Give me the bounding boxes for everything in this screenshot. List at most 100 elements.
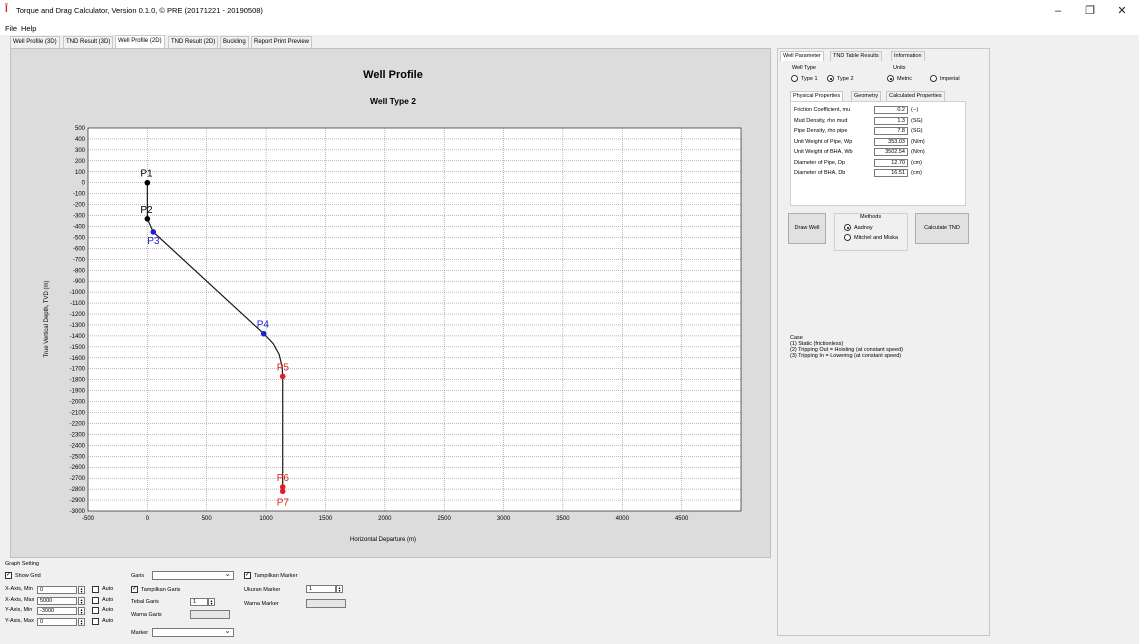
close-button[interactable]: ✕ [1117,5,1127,17]
menu-file[interactable]: File [5,24,18,33]
prop-value-input[interactable]: 3502.54 [874,148,908,156]
y-tick-label: -500 [73,235,86,241]
tab-tnd-table-results[interactable]: TND Table Results [830,51,882,61]
prop-unit: (SG) [911,117,923,124]
calculate-tnd-button[interactable]: Calculate TND [915,213,969,244]
y-tick-label: 200 [75,159,86,165]
tab-tnd-result-3d[interactable]: TND Result (3D) [63,36,114,48]
prop-unit: (--) [911,107,919,113]
tab-tnd-result-2d[interactable]: TND Result (2D) [168,36,219,48]
chart-subtitle: Well Type 2 [370,96,416,106]
tab-well-profile-3d[interactable]: Well Profile (3D) [10,36,60,48]
ukuran-marker-spinner[interactable]: ▴ ▾ [336,585,343,593]
point-label-p3: P3 [147,236,160,247]
prop-value-input[interactable]: 16.51 [874,169,908,177]
draw-well-button[interactable]: Draw Well [788,213,826,244]
metric-radio[interactable] [887,75,894,82]
type2-radio[interactable] [827,75,834,82]
well-type-label: Well Type [792,65,816,71]
warna-marker-swatch[interactable] [306,599,346,608]
subtab-geometry[interactable]: Geometry [851,91,882,101]
tab-buckling[interactable]: Buckling [220,36,249,48]
axis-row-spinner[interactable]: ▴ ▾ [78,586,85,594]
axis-row-auto-checkbox[interactable] [92,607,99,614]
point-label-p1: P1 [140,169,153,180]
tampilkan-marker-checkbox[interactable]: ✓ [244,572,251,579]
window-title: Torque and Drag Calculator, Version 0.1.… [16,6,263,15]
marker-label: Marker [131,630,149,636]
garis-select[interactable] [152,569,234,580]
y-tick-label: -1100 [70,301,86,307]
prop-value-input[interactable]: 12.70 [874,158,908,167]
axis-row-input[interactable]: 0 [37,617,77,626]
ukuran-marker-input[interactable]: 1 [306,585,336,593]
x-tick-label: 4000 [616,516,630,522]
y-tick-label: -1200 [70,312,86,318]
point-label-p6: P6 [277,473,290,484]
well-points: P1 P2 P3 P4 P5 P6 P7 [140,169,289,509]
type1-label: Type 1 [801,76,818,82]
axis-row-auto-checkbox[interactable] [92,596,99,604]
y-tick-label: -2700 [70,476,86,482]
tab-well-profile-2d[interactable]: Well Profile (2D) [115,35,165,48]
axis-row-spinner[interactable]: ▴ ▾ [78,607,85,615]
prop-value-input[interactable]: 7.8 [874,127,908,135]
units-label: Units [893,65,906,71]
subtab-calculated-properties[interactable]: Calculated Properties [886,91,945,101]
axis-row-auto-label: Auto [102,586,114,592]
y-tick-label: -2300 [70,432,86,438]
y-tick-label: 300 [75,148,86,154]
tampilkan-garis-checkbox[interactable]: ✓ [131,586,138,593]
point-marker-p2 [144,216,151,222]
axis-row-input[interactable]: 0 [37,586,77,594]
chart-title: Well Profile [363,69,423,81]
axis-row-input[interactable]: 5000 [37,596,77,605]
y-tick-label: -1500 [70,345,86,351]
axis-row-auto-checkbox[interactable] [92,617,99,625]
maximize-button[interactable]: ❐ [1085,5,1095,17]
show-grid-checkbox[interactable]: ✓ [5,572,12,579]
tab-well-parameter[interactable]: Well Parameter [780,51,824,61]
point-marker-p1 [144,179,151,186]
prop-label: Pipe Density, rho pipe [794,128,848,134]
y-tick-label: -900 [73,279,86,285]
imperial-radio[interactable] [930,75,937,82]
y-tick-label: 500 [75,126,86,132]
minimize-button[interactable]: – [1054,5,1062,17]
aadnoy-radio[interactable] [844,224,851,231]
axis-row-spinner[interactable]: ▴ ▾ [78,617,85,626]
tebal-garis-spinner[interactable]: ▴ ▾ [208,598,215,606]
imperial-label: Imperial [940,76,960,82]
tab-information[interactable]: Information [891,51,925,61]
menu-help[interactable]: Help [21,24,37,33]
x-tick-label: 1000 [259,516,273,522]
y-tick-label: -2400 [70,443,86,449]
marker-select[interactable] [152,626,234,637]
prop-value-input[interactable]: 353.03 [874,137,908,146]
y-tick-label: -1700 [70,367,86,373]
prop-label: Unit Weight of Pipe, Wp [794,138,853,145]
axis-row-auto-checkbox[interactable] [92,586,99,593]
axis-row-input[interactable]: -3000 [37,607,77,615]
x-tick-label: 2500 [438,516,452,522]
type1-radio[interactable] [791,75,798,82]
prop-label: Diameter of BHA, Db [794,170,846,176]
prop-label: Unit Weight of BHA, Wb [794,149,853,155]
point-marker-p5 [279,373,286,380]
y-tick-label: -1800 [70,378,86,384]
right-panel: Well Parameter TND Table Results Informa… [777,48,990,636]
mitchel-miska-radio[interactable] [844,234,851,241]
prop-value-input[interactable]: 1.3 [874,116,908,125]
well-profile-chart[interactable]: Well Profile Well Type 2 500 400 300 200 100… [11,49,772,559]
tab-report-print-preview[interactable]: Report Print Preview [251,36,313,48]
prop-value-input[interactable]: 0.2 [874,106,908,114]
y-tick-label: -2200 [70,421,86,427]
point-label-p5: P5 [277,362,290,373]
subtab-physical-properties[interactable]: Physical Properties [790,91,844,101]
axis-row-spinner[interactable]: ▴ ▾ [78,596,85,605]
y-tick-label: -400 [73,224,86,230]
warna-garis-swatch[interactable] [190,610,230,619]
y-tick-label: -1400 [70,334,86,340]
tebal-garis-input[interactable]: 1 [190,598,208,606]
plot-area [87,127,742,512]
